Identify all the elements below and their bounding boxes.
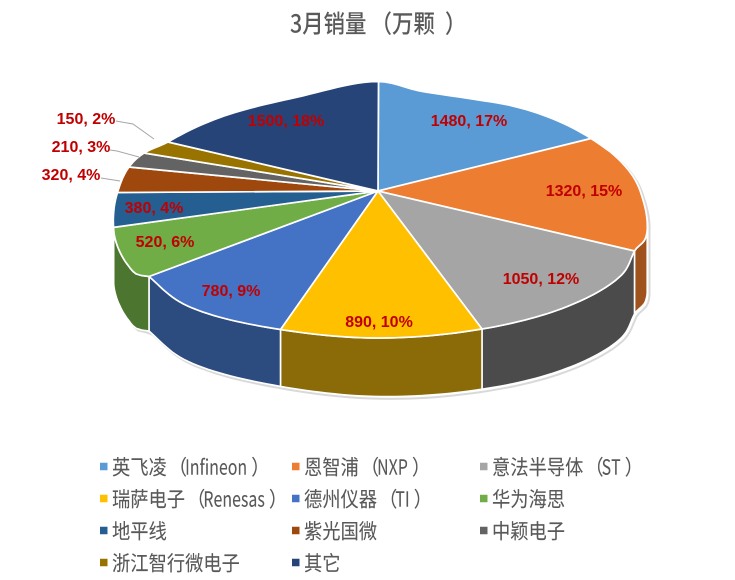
svg-text:380, 4%: 380, 4%	[125, 200, 184, 217]
svg-text:890, 10%: 890, 10%	[345, 314, 413, 331]
svg-text:520, 6%: 520, 6%	[136, 234, 195, 251]
svg-text:1500, 18%: 1500, 18%	[248, 113, 325, 130]
svg-text:1320, 15%: 1320, 15%	[546, 183, 623, 200]
svg-text:320, 4%: 320, 4%	[42, 167, 101, 184]
svg-text:780, 9%: 780, 9%	[202, 283, 261, 300]
svg-text:150, 2%: 150, 2%	[57, 111, 116, 128]
svg-text:1050, 12%: 1050, 12%	[503, 271, 580, 288]
svg-text:1480, 17%: 1480, 17%	[431, 113, 508, 130]
svg-text:210, 3%: 210, 3%	[52, 139, 111, 156]
